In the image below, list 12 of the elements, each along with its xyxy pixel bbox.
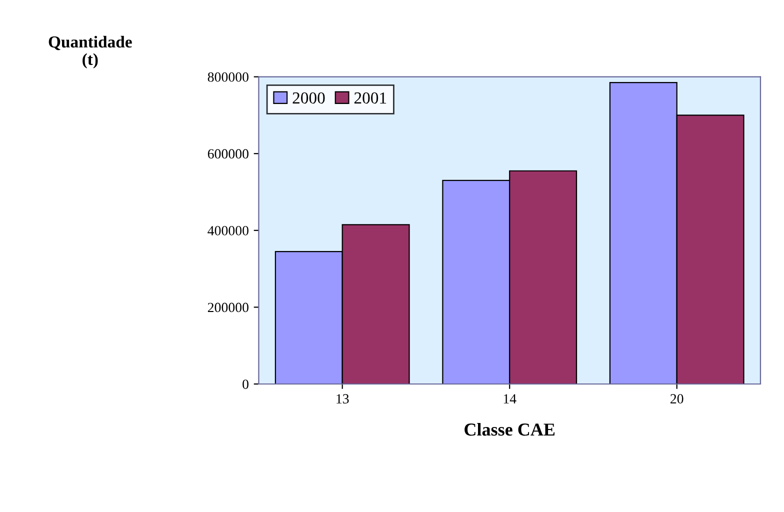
y-tick-label: 600000 xyxy=(208,149,248,159)
y-axis-title: Quantidade (t) xyxy=(48,36,132,68)
y-tick-label: 400000 xyxy=(208,226,248,236)
legend-label: 2000 xyxy=(292,92,325,104)
x-tick-label: 14 xyxy=(504,394,516,404)
x-tick-label: 20 xyxy=(670,394,684,404)
y-tick-label: 800000 xyxy=(208,72,248,82)
x-tick-label: 13 xyxy=(336,394,349,404)
x-axis-title: Classe CAE xyxy=(464,422,555,436)
legend-label: 2001 xyxy=(354,92,386,104)
y-tick-label: 200000 xyxy=(208,302,248,312)
y-tick-label: 0 xyxy=(242,380,248,389)
